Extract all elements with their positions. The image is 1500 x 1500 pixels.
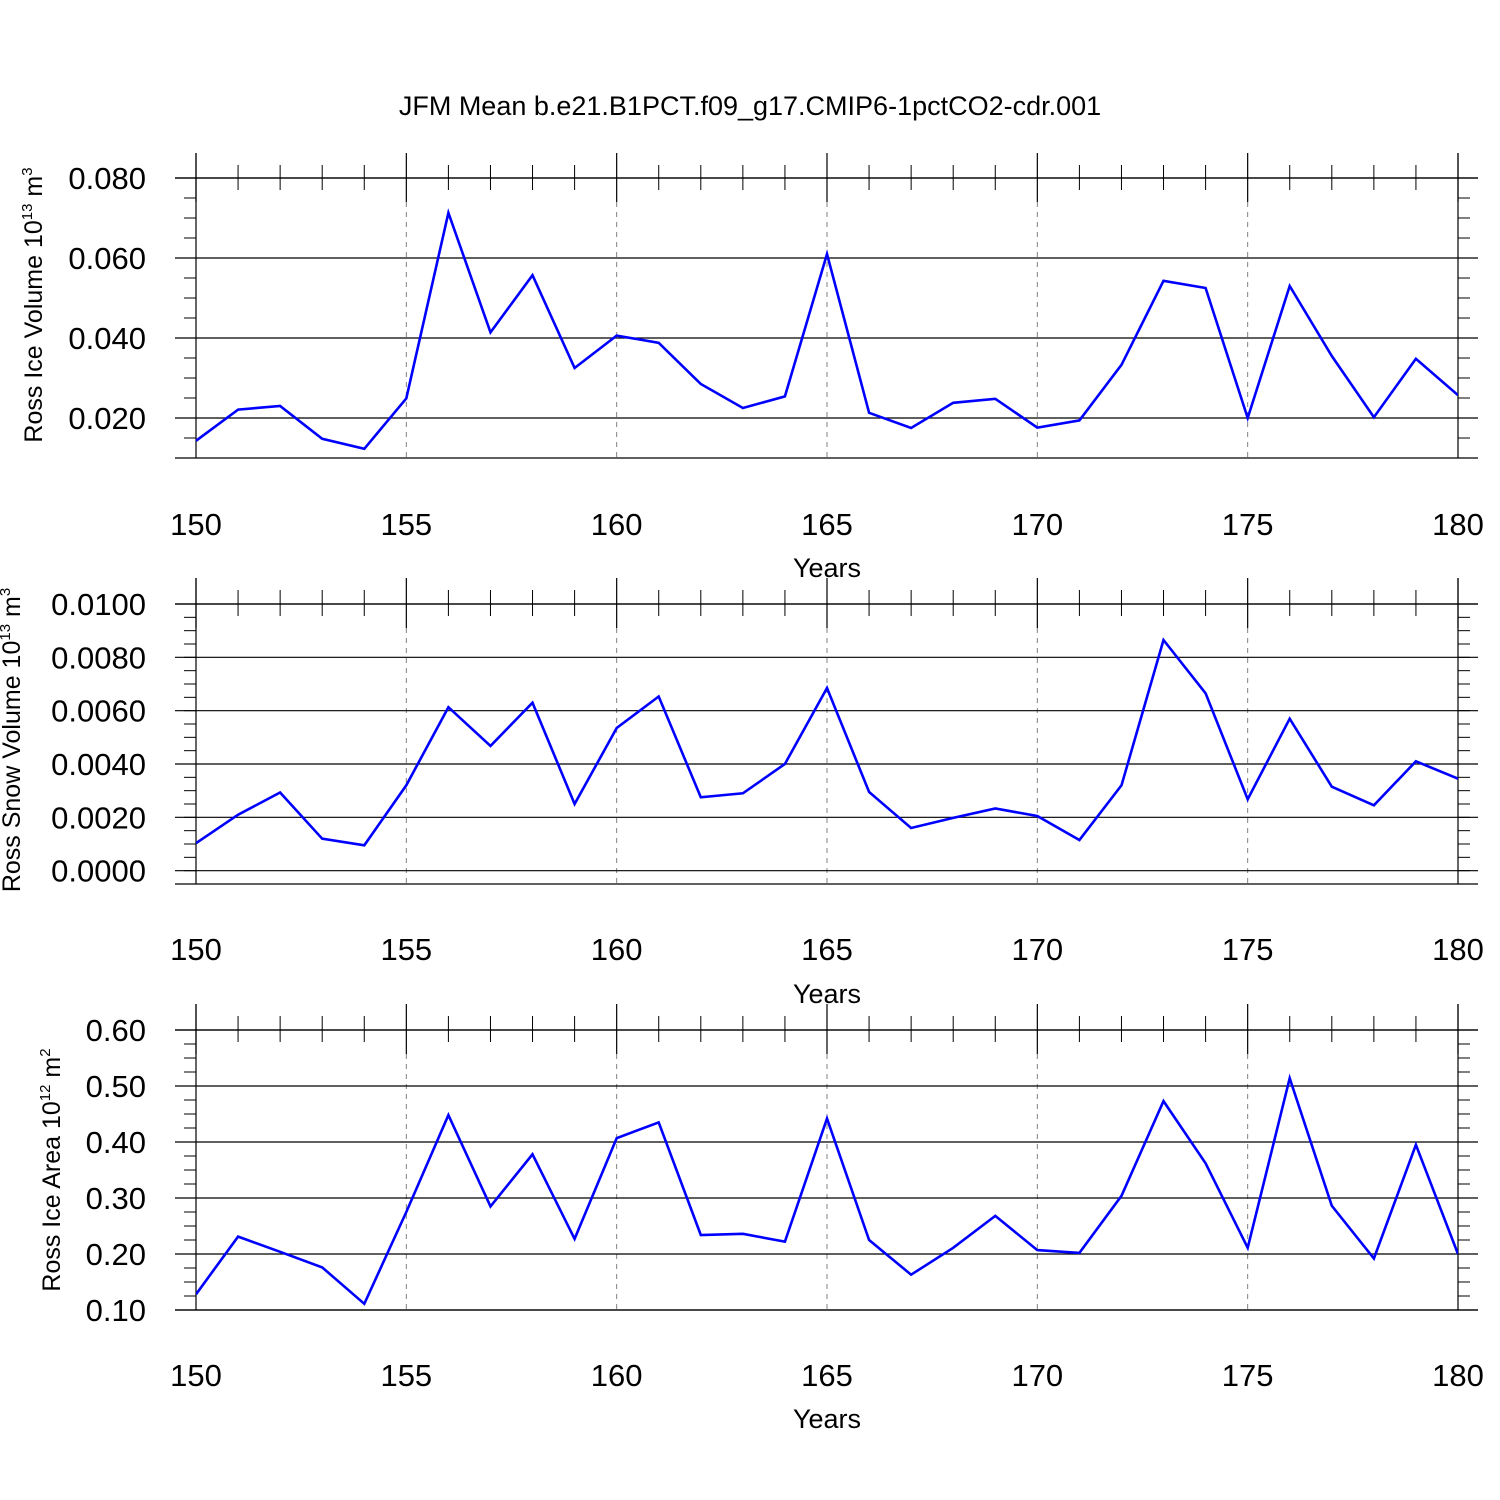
y-tick-label: 0.060: [68, 241, 146, 276]
x-tick-label: 150: [170, 932, 222, 967]
chart-panel-1: 0.020 0.040 0.060 0.080 150 155 160 165 170 175 18…: [19, 153, 1484, 583]
y-tick-label: 0.40: [86, 1125, 146, 1160]
y-tick-label: 0.020: [68, 401, 146, 436]
x-tick-label: 170: [1011, 1358, 1063, 1393]
x-tick-label: 160: [591, 507, 643, 542]
chart-panel-3: 0.10 0.20 0.30 0.40 0.50 0.60 150 155 160 165 170 1…: [37, 1004, 1484, 1434]
x-tick-label: 175: [1222, 1358, 1274, 1393]
y-tick-label: 0.0060: [51, 694, 146, 729]
y-tick-label: 0.50: [86, 1069, 146, 1104]
x-tick-label: 175: [1222, 932, 1274, 967]
x-tick-label: 160: [591, 932, 643, 967]
x-axis-label: Years: [793, 1404, 861, 1434]
y-tick-label: 0.0040: [51, 747, 146, 782]
series-line: [196, 637, 1458, 847]
chart-panel-2: 0.0000 0.0020 0.0040 0.0060 0.0080 0.0100 150 1…: [0, 578, 1484, 1009]
y-tick-label: 0.20: [86, 1237, 146, 1272]
x-tick-label: 165: [801, 507, 853, 542]
series-line: [196, 1073, 1458, 1306]
x-tick-label: 165: [801, 932, 853, 967]
x-tick-label: 155: [380, 932, 432, 967]
y-tick-label: 0.30: [86, 1181, 146, 1216]
y-tick-label: 0.080: [68, 161, 146, 196]
series-line: [196, 208, 1458, 451]
x-tick-label: 180: [1432, 507, 1484, 542]
x-tick-label: 165: [801, 1358, 853, 1393]
x-tick-label: 180: [1432, 1358, 1484, 1393]
y-axis-label: Ross Snow Volume 1013 m3: [0, 588, 26, 892]
y-tick-label: 0.0100: [51, 587, 146, 622]
x-tick-label: 155: [380, 507, 432, 542]
x-tick-label: 170: [1011, 932, 1063, 967]
y-tick-label: 0.0020: [51, 800, 146, 835]
x-tick-label: 170: [1011, 507, 1063, 542]
x-tick-label: 155: [380, 1358, 432, 1393]
x-tick-label: 175: [1222, 507, 1274, 542]
x-tick-label: 150: [170, 507, 222, 542]
x-tick-label: 160: [591, 1358, 643, 1393]
x-tick-label: 150: [170, 1358, 222, 1393]
y-tick-label: 0.10: [86, 1293, 146, 1328]
chart-title: JFM Mean b.e21.B1PCT.f09_g17.CMIP6-1pctC…: [399, 91, 1101, 121]
y-axis-label: Ross Ice Volume 1013 m3: [19, 167, 48, 442]
y-axis-label: Ross Ice Area 1012 m2: [37, 1048, 66, 1291]
y-tick-label: 0.0080: [51, 640, 146, 675]
x-tick-label: 180: [1432, 932, 1484, 967]
y-tick-label: 0.60: [86, 1013, 146, 1048]
y-tick-label: 0.040: [68, 321, 146, 356]
y-tick-label: 0.0000: [51, 854, 146, 889]
